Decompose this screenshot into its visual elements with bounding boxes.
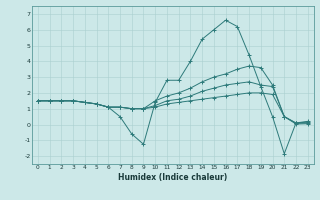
X-axis label: Humidex (Indice chaleur): Humidex (Indice chaleur) <box>118 173 228 182</box>
